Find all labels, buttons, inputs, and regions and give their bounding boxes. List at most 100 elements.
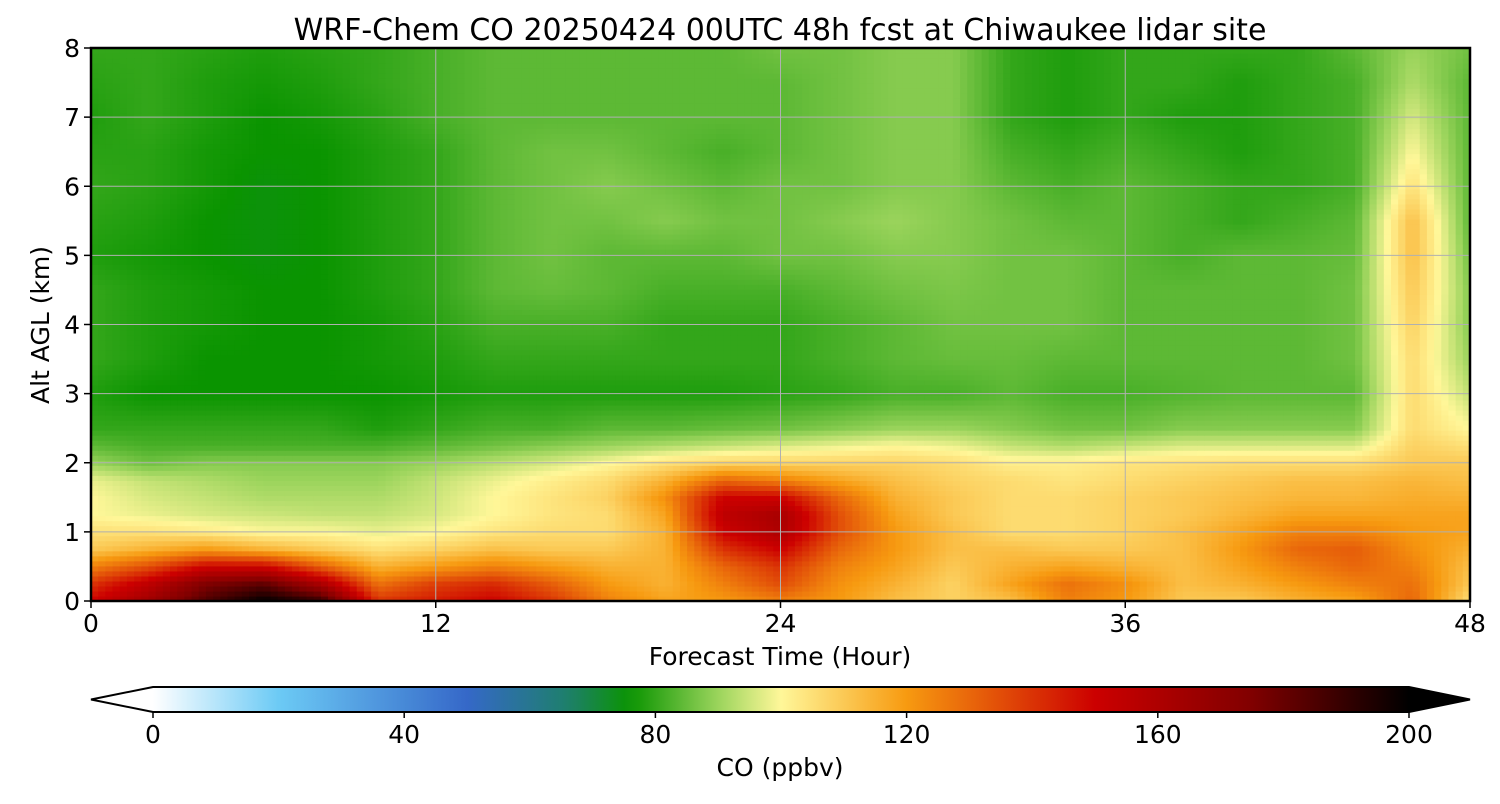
heatmap-cell: [285, 586, 293, 592]
heatmap-cell: [1377, 516, 1385, 522]
heatmap-cell: [565, 591, 573, 597]
heatmap-cell: [888, 591, 896, 597]
heatmap-cell: [752, 511, 760, 517]
heatmap-cell: [500, 516, 508, 522]
heatmap-cell: [120, 581, 128, 587]
heatmap-cell: [694, 536, 702, 542]
heatmap-cell: [1132, 576, 1140, 582]
heatmap-cell: [644, 470, 652, 476]
heatmap-cell: [1219, 556, 1227, 562]
heatmap-cell: [773, 591, 781, 597]
heatmap-cell: [1003, 551, 1011, 557]
heatmap-cell: [1262, 586, 1270, 592]
heatmap-cell: [939, 516, 947, 522]
heatmap-cell: [429, 516, 437, 522]
heatmap-cell: [335, 505, 343, 511]
heatmap-cell: [1312, 511, 1320, 517]
heatmap-cell: [1003, 556, 1011, 562]
heatmap-cell: [472, 541, 480, 547]
heatmap-cell: [867, 511, 875, 517]
heatmap-cell: [536, 571, 544, 577]
heatmap-cell: [1211, 475, 1219, 481]
heatmap-cell: [1039, 536, 1047, 542]
heatmap-cell: [1391, 516, 1399, 522]
heatmap-cell: [393, 500, 401, 506]
heatmap-cell: [608, 505, 616, 511]
heatmap-cell: [824, 576, 832, 582]
heatmap-cell: [227, 521, 235, 527]
heatmap-cell: [1355, 475, 1363, 481]
heatmap-cell: [1226, 576, 1234, 582]
heatmap-cell: [1118, 556, 1126, 562]
heatmap-cell: [996, 536, 1004, 542]
heatmap-cell: [127, 505, 135, 511]
heatmap-cell: [1025, 516, 1033, 522]
heatmap-cell: [522, 526, 530, 532]
heatmap-cell: [206, 541, 214, 547]
heatmap-cell: [1140, 576, 1148, 582]
heatmap-cell: [364, 571, 372, 577]
heatmap-cell: [1183, 470, 1191, 476]
heatmap-cell: [1132, 591, 1140, 597]
heatmap-cell: [1075, 591, 1083, 597]
heatmap-cell: [1391, 586, 1399, 592]
heatmap-cell: [579, 581, 587, 587]
heatmap-cell: [385, 475, 393, 481]
heatmap-cell: [572, 576, 580, 582]
heatmap-cell: [1104, 505, 1112, 511]
heatmap-cell: [1348, 480, 1356, 486]
heatmap-cell: [263, 566, 271, 572]
heatmap-cell: [414, 581, 422, 587]
heatmap-cell: [838, 571, 846, 577]
heatmap-cell: [184, 541, 192, 547]
heatmap-cell: [206, 556, 214, 562]
heatmap-cell: [1398, 561, 1406, 567]
heatmap-cell: [967, 521, 975, 527]
heatmap-cell: [1448, 586, 1456, 592]
heatmap-cell: [278, 511, 286, 517]
heatmap-cell: [1183, 490, 1191, 496]
heatmap-cell: [1398, 485, 1406, 491]
heatmap-cell: [1010, 495, 1018, 501]
heatmap-cell: [271, 500, 279, 506]
heatmap-cell: [1068, 470, 1076, 476]
heatmap-cell: [192, 500, 200, 506]
heatmap-cell: [177, 490, 185, 496]
heatmap-cell: [1247, 576, 1255, 582]
heatmap-cell: [278, 500, 286, 506]
heatmap-cell: [1168, 546, 1176, 552]
heatmap-cell: [414, 566, 422, 572]
heatmap-cell: [1003, 500, 1011, 506]
heatmap-cell: [493, 475, 501, 481]
heatmap-cell: [903, 511, 911, 517]
heatmap-cell: [213, 505, 221, 511]
heatmap-cell: [924, 490, 932, 496]
heatmap-cell: [1420, 521, 1428, 527]
heatmap-cell: [867, 495, 875, 501]
heatmap-cell: [773, 571, 781, 577]
heatmap-cell: [1456, 495, 1464, 501]
heatmap-cell: [1219, 485, 1227, 491]
heatmap-cell: [400, 500, 408, 506]
heatmap-cell: [278, 571, 286, 577]
heatmap-cell: [242, 500, 250, 506]
heatmap-cell: [1125, 556, 1133, 562]
heatmap-cell: [960, 581, 968, 587]
heatmap-cell: [1434, 516, 1442, 522]
heatmap-cell: [1032, 561, 1040, 567]
heatmap-cell: [299, 541, 307, 547]
heatmap-cell: [342, 541, 350, 547]
heatmap-cell: [98, 485, 106, 491]
heatmap-cell: [407, 541, 415, 547]
heatmap-cell: [1147, 475, 1155, 481]
heatmap-cell: [953, 516, 961, 522]
heatmap-cell: [235, 541, 243, 547]
heatmap-cell: [874, 511, 882, 517]
heatmap-cell: [1161, 551, 1169, 557]
heatmap-cell: [680, 475, 688, 481]
heatmap-cell: [845, 490, 853, 496]
heatmap-cell: [1456, 541, 1464, 547]
heatmap-cell: [1420, 591, 1428, 597]
heatmap-cell: [357, 591, 365, 597]
heatmap-cell: [788, 500, 796, 506]
